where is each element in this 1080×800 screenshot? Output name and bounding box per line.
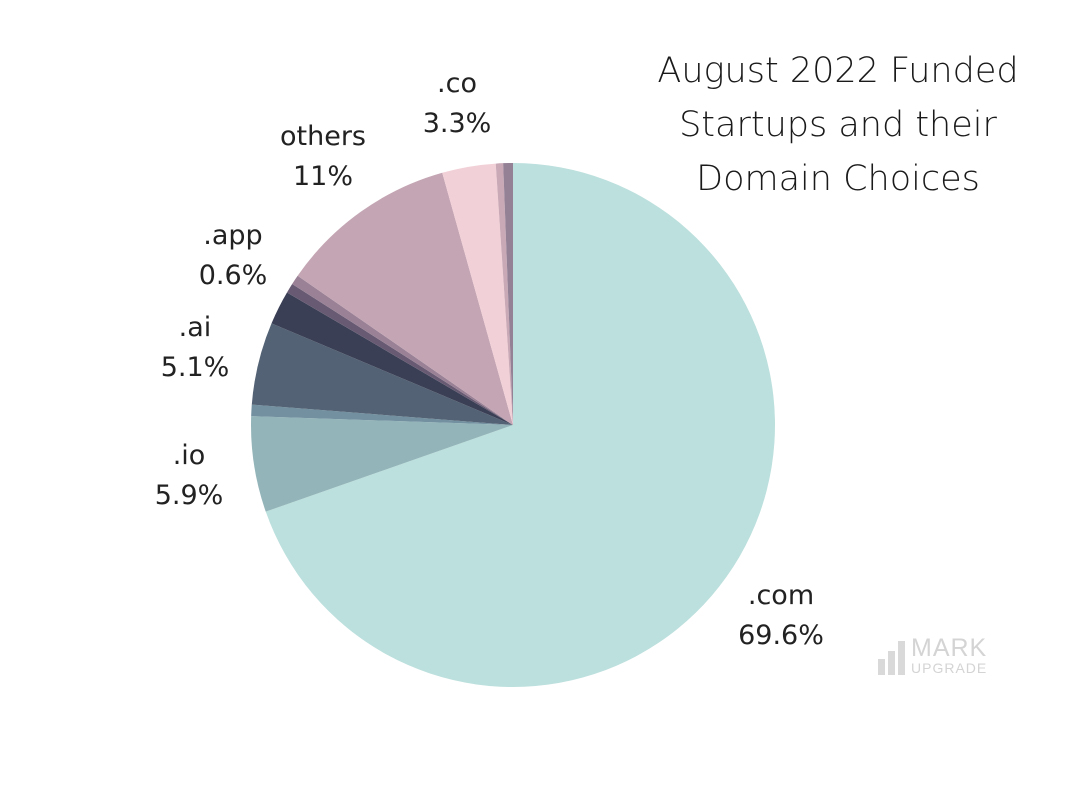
pie-slice-unlabeled (286, 284, 513, 425)
slice-label: .com (747, 580, 815, 611)
label-app: .app 0.6% (199, 216, 268, 296)
label-co: .co 3.3% (423, 64, 492, 144)
watermark-logo: MARK UPGRADE (878, 636, 987, 675)
watermark-line1: MARK (911, 634, 988, 662)
label-others: others 11% (280, 117, 366, 197)
bar-chart-icon (878, 641, 905, 675)
pie-slice-app (292, 275, 513, 425)
slice-label: .ai (178, 312, 212, 343)
slice-value: 11% (292, 161, 353, 192)
watermark-line2: UPGRADE (911, 660, 988, 676)
slice-value: 0.6% (198, 260, 268, 291)
title-line: Domain Choices (696, 159, 980, 199)
slice-value: 5.9% (154, 480, 224, 511)
slice-label: .co (437, 68, 477, 99)
slice-label: .app (203, 220, 263, 251)
slice-value: 3.3% (422, 108, 492, 139)
label-com: .com 69.6% (738, 576, 824, 656)
pie-slice-com (265, 163, 776, 687)
title-line: August 2022 Funded (657, 51, 1019, 91)
pie-slice-co (442, 163, 513, 425)
pie-slice-io (251, 416, 513, 512)
label-ai: .ai 5.1% (161, 308, 230, 388)
pie-slice-ai (251, 323, 513, 425)
pie-slice-unlabeled (495, 163, 513, 425)
slice-value: 69.6% (738, 620, 824, 651)
pie-slice-unlabeled (271, 292, 513, 425)
label-io: .io 5.9% (155, 436, 224, 516)
slice-label: others (280, 121, 366, 152)
title-line: Startups and their (679, 105, 997, 145)
slice-label: .io (172, 440, 206, 471)
pie-slice-unlabeled (251, 404, 514, 425)
pie-slice-unlabeled (503, 163, 513, 425)
chart-title: August 2022 Funded Startups and their Do… (618, 44, 1058, 206)
slice-value: 5.1% (160, 352, 230, 383)
pie-slice-others (297, 172, 513, 425)
